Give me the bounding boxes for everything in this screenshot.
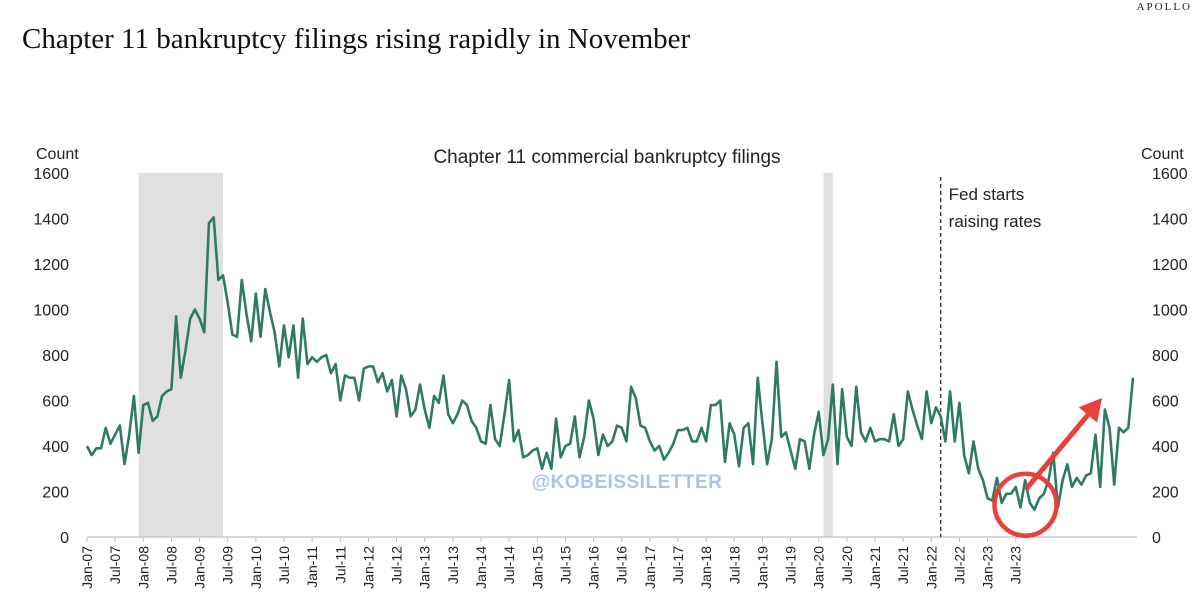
x-tick-label: Jan-10 [248, 546, 264, 589]
y-tick-left: 400 [42, 439, 69, 456]
page-title: Chapter 11 bankruptcy filings rising rap… [22, 23, 691, 55]
x-tick-label: Jan-15 [529, 546, 545, 589]
x-tick-label: Jul-09 [220, 546, 236, 584]
y-tick-right: 1200 [1152, 257, 1188, 274]
y-tick-right: 600 [1152, 394, 1179, 411]
x-tick-label: Jan-08 [135, 546, 151, 589]
y-tick-left: 1600 [33, 166, 69, 183]
y-tick-left: 1200 [33, 257, 69, 274]
y-tick-right: 1400 [1152, 212, 1188, 229]
x-tick-label: Jul-20 [839, 546, 855, 584]
y-tick-right: 400 [1152, 439, 1179, 456]
x-tick-label: Jul-07 [107, 546, 123, 584]
x-tick-label: Jul-14 [501, 546, 517, 584]
y-tick-left: 1400 [33, 212, 69, 229]
recession-band-1 [138, 173, 224, 537]
y-axis-right-ticks: 0 200 400 600 800 1000 1200 1400 1600 [1152, 166, 1188, 547]
x-tick-label: Jul-23 [1008, 546, 1024, 584]
y-tick-left: 200 [42, 485, 69, 502]
x-tick-label: Jul-11 [332, 546, 348, 583]
y-axis-left-ticks: 0 200 400 600 800 1000 1200 1400 1600 [33, 166, 69, 547]
x-tick-label: Jan-11 [304, 546, 320, 588]
x-tick-label: Jan-14 [473, 546, 489, 589]
x-tick-label: Jul-12 [389, 546, 405, 584]
recession-band-2 [823, 173, 833, 537]
y-axis-right-label: Count [1141, 146, 1184, 163]
x-tick-label: Jan-23 [980, 546, 996, 589]
highlight-callout [992, 398, 1102, 538]
x-tick-label: Jan-18 [698, 546, 714, 589]
y-tick-left: 1000 [33, 303, 69, 320]
x-tick-label: Jan-19 [754, 546, 770, 589]
x-axis: Jan-07 Jul-07 Jan-08 Jul-08 Jan-09 Jul-09 Jan-… [79, 536, 1137, 589]
x-tick-label: Jan-22 [923, 546, 939, 589]
y-tick-right: 1600 [1152, 166, 1188, 183]
watermark: @KOBEISSILETTER [532, 472, 723, 493]
fed-annotation-line-1: Fed starts [949, 185, 1025, 204]
y-tick-left: 0 [60, 530, 69, 547]
arrow-head-icon [1078, 398, 1102, 423]
y-tick-right: 200 [1152, 485, 1179, 502]
x-tick-label: Jan-12 [360, 546, 376, 589]
x-tick-label: Jan-21 [867, 546, 883, 589]
x-tick-label: Jan-16 [586, 546, 602, 589]
x-tick-label: Jul-18 [726, 546, 742, 584]
x-tick-label: Jan-07 [79, 546, 95, 589]
x-tick-label: Jul-08 [163, 546, 179, 584]
filings-series-line [85, 216, 1135, 511]
x-tick-label: Jul-22 [951, 546, 967, 584]
x-tick-label: Jul-15 [557, 546, 573, 584]
highlight-circle [992, 471, 1059, 538]
x-tick-label: Jul-19 [783, 546, 799, 584]
x-tick-label: Jul-16 [614, 546, 630, 584]
fed-annotation-line-2: raising rates [949, 212, 1042, 231]
y-tick-right: 0 [1152, 530, 1161, 547]
x-tick-label: Jan-17 [642, 546, 658, 589]
x-tick-label: Jul-21 [895, 546, 911, 584]
y-axis-left-label: Count [36, 146, 79, 163]
x-tick-label: Jul-17 [670, 546, 686, 584]
chart-title: Chapter 11 commercial bankruptcy filings [433, 147, 780, 168]
y-tick-right: 800 [1152, 348, 1179, 365]
recession-shading [138, 173, 833, 537]
brand-logo: APOLLO [1137, 1, 1192, 13]
y-tick-left: 600 [42, 394, 69, 411]
x-tick-label: Jan-13 [417, 546, 433, 589]
x-tick-label: Jan-09 [192, 546, 208, 589]
x-tick-label: Jul-13 [445, 546, 461, 584]
y-tick-right: 1000 [1152, 303, 1188, 320]
x-tick-label: Jul-10 [276, 546, 292, 584]
y-tick-left: 800 [42, 348, 69, 365]
x-tick-label: Jan-20 [811, 546, 827, 589]
